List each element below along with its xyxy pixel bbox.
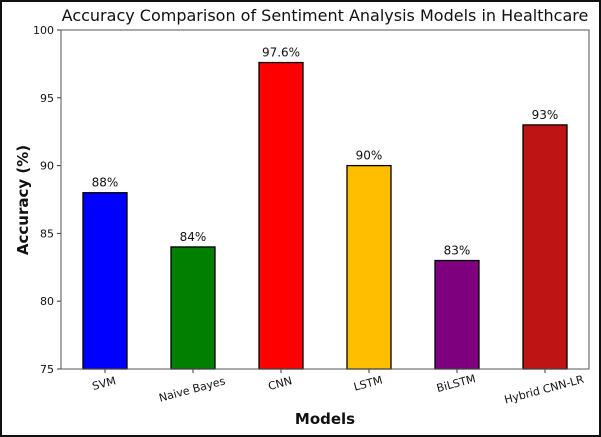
x-tick-label-1: Naive Bayes bbox=[158, 374, 227, 404]
bar-5 bbox=[522, 124, 568, 370]
y-tick-label-4: 95 bbox=[40, 92, 54, 105]
y-tick-label-2: 85 bbox=[40, 227, 54, 240]
x-tick-label-0: SVM bbox=[91, 374, 118, 393]
data-label-4: 83% bbox=[444, 244, 471, 258]
data-label-5: 93% bbox=[532, 108, 559, 122]
plot-area: 88% SVM 84% Naive Bayes 97.6% CNN 90% LSTM 83% Bi… bbox=[33, 24, 590, 407]
y-tick-label-0: 75 bbox=[40, 363, 54, 376]
y-axis-label: Accuracy (%) bbox=[14, 145, 32, 255]
bar-3 bbox=[346, 164, 392, 370]
data-label-1: 84% bbox=[180, 230, 207, 244]
bar-1 bbox=[170, 246, 216, 370]
x-tick-label-4: BiLSTM bbox=[435, 372, 477, 395]
data-label-0: 88% bbox=[92, 176, 119, 190]
bar-0 bbox=[82, 192, 128, 370]
y-tick-label-5: 100 bbox=[33, 24, 54, 37]
chart-title: Accuracy Comparison of Sentiment Analysi… bbox=[62, 6, 589, 25]
data-label-2: 97.6% bbox=[262, 46, 300, 60]
x-tick-label-5: Hybrid CNN-LR bbox=[503, 373, 586, 407]
x-tick-label-2: CNN bbox=[267, 374, 294, 393]
y-tick-label-1: 80 bbox=[40, 295, 54, 308]
axes-box bbox=[60, 29, 590, 370]
x-tick-label-3: LSTM bbox=[352, 374, 384, 394]
data-label-3: 90% bbox=[356, 149, 383, 163]
y-tick-label-3: 90 bbox=[40, 160, 54, 173]
x-axis-label: Models bbox=[295, 410, 355, 428]
bar-4 bbox=[434, 259, 480, 370]
bar-2 bbox=[258, 61, 304, 370]
